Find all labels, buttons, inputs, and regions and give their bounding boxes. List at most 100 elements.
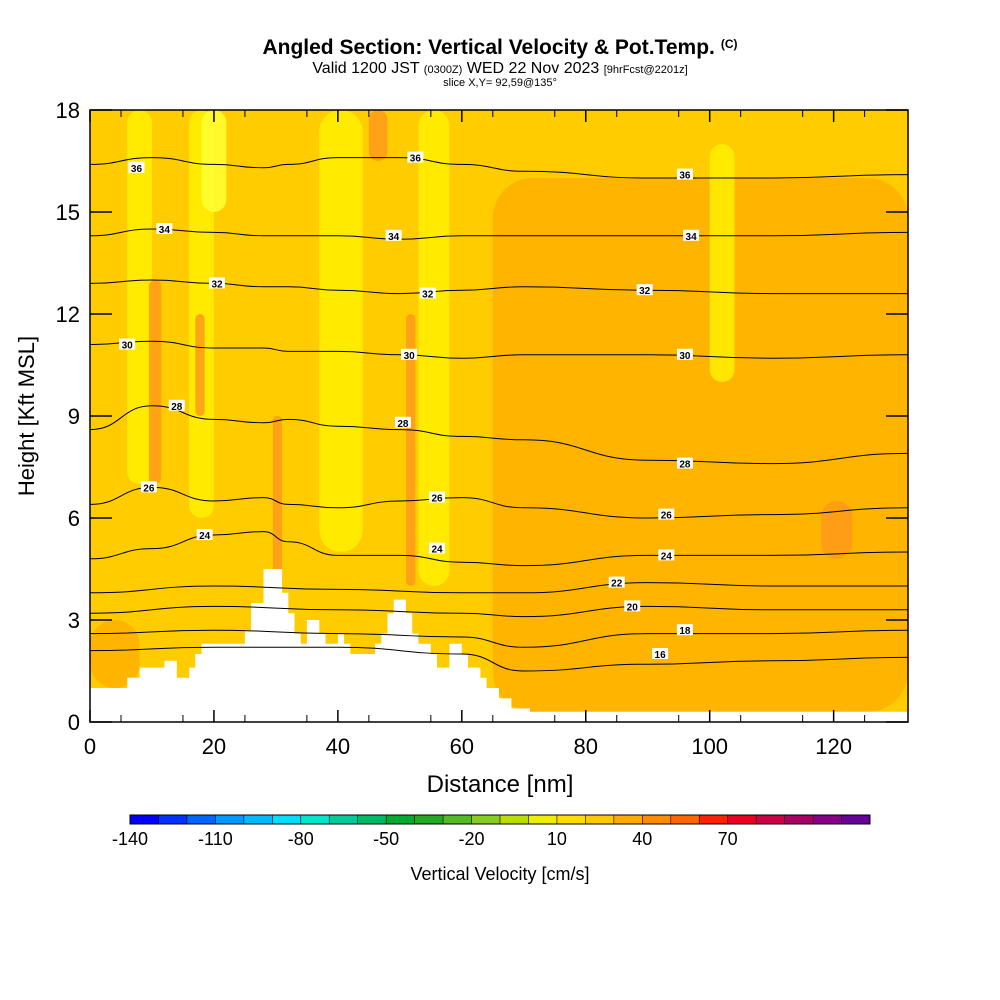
chart-title-units: (C): [720, 37, 738, 51]
colorbar-swatch: [500, 815, 529, 824]
x-tick-label: 120: [815, 734, 852, 759]
colorbar-swatch: [272, 815, 302, 824]
x-tick-label: 80: [574, 734, 598, 759]
colorbar-swatch: [613, 815, 643, 824]
colorbar: -140 -110 -80 -50 -20 10 40 70: [112, 814, 871, 849]
contour-label-box: [429, 542, 446, 554]
colorbar-swatch: [329, 815, 358, 824]
isentrope-18: [89, 629, 909, 648]
colorbar-tick-label: -50: [373, 829, 399, 849]
velocity-shade-11: [272, 416, 283, 586]
contour-label-box: [128, 161, 145, 173]
isentrope-20: [89, 605, 908, 618]
velocity-shade-10: [195, 314, 205, 416]
contour-label-text: 32: [422, 290, 434, 301]
contour-label-box: [676, 348, 693, 360]
velocity-shade-9: [148, 280, 162, 484]
x-tick-label: 40: [326, 734, 350, 759]
contour-label-text: 28: [679, 460, 691, 471]
contour-label-text: 36: [410, 154, 422, 165]
contour-label-box: [140, 481, 157, 493]
x-tick-label: 60: [450, 734, 474, 759]
contour-label-box: [196, 529, 213, 540]
colorbar-tick-label: -110: [198, 829, 233, 849]
contour-label-text: 34: [159, 225, 171, 236]
y-tick-label: 0: [68, 710, 80, 735]
contour-label-30-3: 30: [119, 338, 136, 352]
colorbar-swatch: [756, 815, 785, 824]
contour-label-26-5: 26: [140, 481, 157, 494]
velocity-shade-12: [406, 314, 416, 586]
contour-label-text: 36: [679, 171, 691, 182]
contour-label-30-17: 30: [676, 348, 693, 362]
contour-label-text: 20: [627, 602, 639, 613]
contour-label-box: [119, 338, 136, 350]
contour-label-16-24: 16: [652, 648, 669, 661]
x-axis-label: Distance [nm]: [427, 771, 574, 798]
contour-label-box: [624, 600, 641, 612]
colorbar-tick-label: -140: [112, 829, 148, 849]
contour-label-36-0: 36: [128, 161, 145, 175]
colorbar-swatch: [443, 815, 472, 824]
contour-label-box: [429, 491, 446, 503]
colorbar-swatch: [841, 815, 871, 824]
contour-label-34-8: 34: [385, 229, 402, 243]
x-axis: 0 20 40 60 80 100 120: [84, 110, 866, 759]
contour-label-30-10: 30: [401, 348, 418, 362]
velocity-shade-14: [821, 501, 853, 559]
chart-title: Angled Section: Vertical Velocity & Pot.…: [0, 36, 1000, 60]
contour-label-22-21: 22: [608, 576, 625, 590]
colorbar-swatch: [556, 815, 586, 824]
slice-info: slice X,Y= 92,59@135°: [443, 77, 557, 89]
contour-label-box: [156, 223, 173, 234]
velocity-shade-5: [319, 110, 363, 552]
terrain-profile: [90, 569, 908, 722]
contour-label-text: 16: [655, 650, 667, 661]
contour-label-text: 26: [431, 494, 443, 505]
colorbar-swatch: [670, 815, 700, 824]
colorbar-label: Vertical Velocity [cm/s]: [410, 864, 589, 884]
contour-label-24-20: 24: [658, 549, 675, 562]
velocity-shade-6: [418, 110, 450, 586]
valid-forecast: [9hrFcst@2201z]: [603, 64, 688, 76]
vertical-velocity-field: [90, 110, 908, 722]
velocity-shade-2: [90, 620, 140, 688]
contour-label-box: [608, 576, 625, 588]
colorbar-tick-label: -20: [459, 829, 485, 849]
velocity-shade-7: [201, 110, 227, 212]
colorbar-swatch: [528, 815, 558, 824]
potential-temperature-contours: [89, 157, 909, 672]
colorbar-tick-label: 70: [718, 829, 738, 849]
contour-label-28-11: 28: [394, 416, 411, 430]
contour-labels: 36 34 32 30 28 26 24 36 34 32 30 28 26 24 36 34 32 30 28 26…: [119, 151, 700, 661]
contour-label-box: [683, 229, 700, 241]
contour-label-18-23: 18: [676, 624, 693, 637]
contour-label-text: 26: [661, 511, 673, 522]
colorbar-swatch: [642, 815, 672, 824]
contour-label-20-22: 20: [624, 600, 641, 613]
y-axis-label: Height [Kft MSL]: [14, 336, 39, 496]
contour-label-34-15: 34: [683, 229, 700, 243]
velocity-shade-8: [709, 144, 735, 382]
contour-label-26-12: 26: [429, 491, 446, 505]
contour-label-text: 24: [431, 545, 443, 556]
colorbar-swatch: [585, 815, 615, 824]
colorbar-tick-label: 40: [632, 829, 652, 849]
velocity-shade-13: [368, 110, 388, 161]
colorbar-swatch: [414, 815, 444, 824]
velocity-shade-1: [492, 178, 908, 712]
contour-label-box: [676, 624, 693, 636]
terrain-shape: [90, 569, 908, 722]
contour-label-text: 28: [397, 419, 409, 430]
x-tick-label: 0: [84, 734, 96, 759]
y-tick-label: 6: [68, 506, 80, 531]
contour-label-34-1: 34: [156, 223, 173, 236]
y-tick-label: 15: [56, 200, 80, 225]
valid-date: WED 22 Nov 2023: [466, 60, 600, 77]
y-tick-label: 9: [68, 404, 80, 429]
chart-title-main: Angled Section: Vertical Velocity & Pot.…: [262, 36, 715, 59]
contour-label-box: [401, 348, 418, 360]
colorbar-swatch: [727, 815, 757, 824]
contour-label-text: 22: [611, 579, 623, 590]
